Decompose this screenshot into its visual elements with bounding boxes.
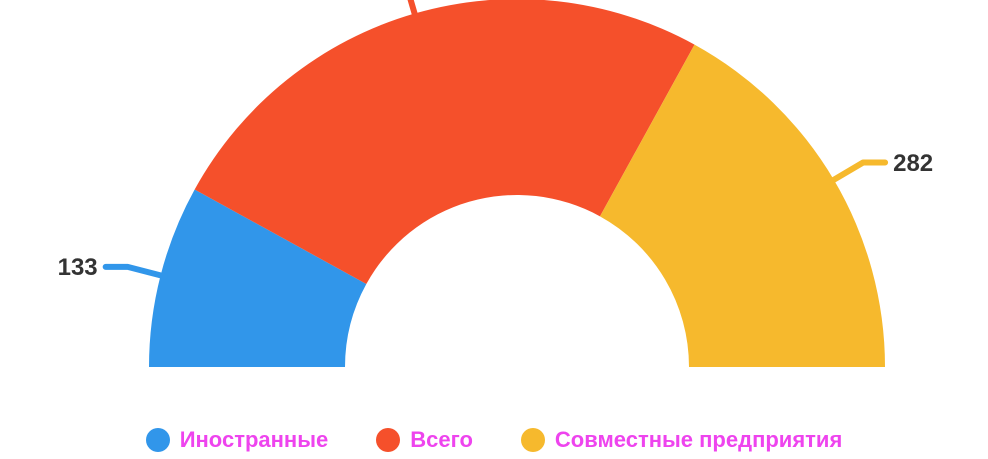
legend-label: Иностранные	[179, 427, 329, 452]
legend-item: Всего	[376, 427, 473, 453]
legend-swatch	[520, 428, 545, 452]
legend-swatch	[376, 428, 401, 452]
leader-line	[102, 263, 168, 280]
leader-line	[827, 159, 889, 185]
slice	[599, 44, 885, 367]
legend: Иностранные Всего Совместные предприятия	[0, 422, 988, 458]
data-label: 282	[893, 150, 933, 177]
slice	[149, 189, 367, 367]
legend-item: Совместные предприятия	[520, 427, 843, 453]
legend-label: Совместные предприятия	[554, 427, 843, 452]
chart: 133415282	[58, 0, 933, 367]
slice	[194, 0, 695, 285]
data-label: 133	[58, 254, 98, 281]
legend-item: Иностранные	[145, 427, 329, 453]
leader-line	[407, 0, 419, 21]
legend-swatch	[145, 428, 170, 452]
legend-label: Всего	[410, 427, 473, 452]
